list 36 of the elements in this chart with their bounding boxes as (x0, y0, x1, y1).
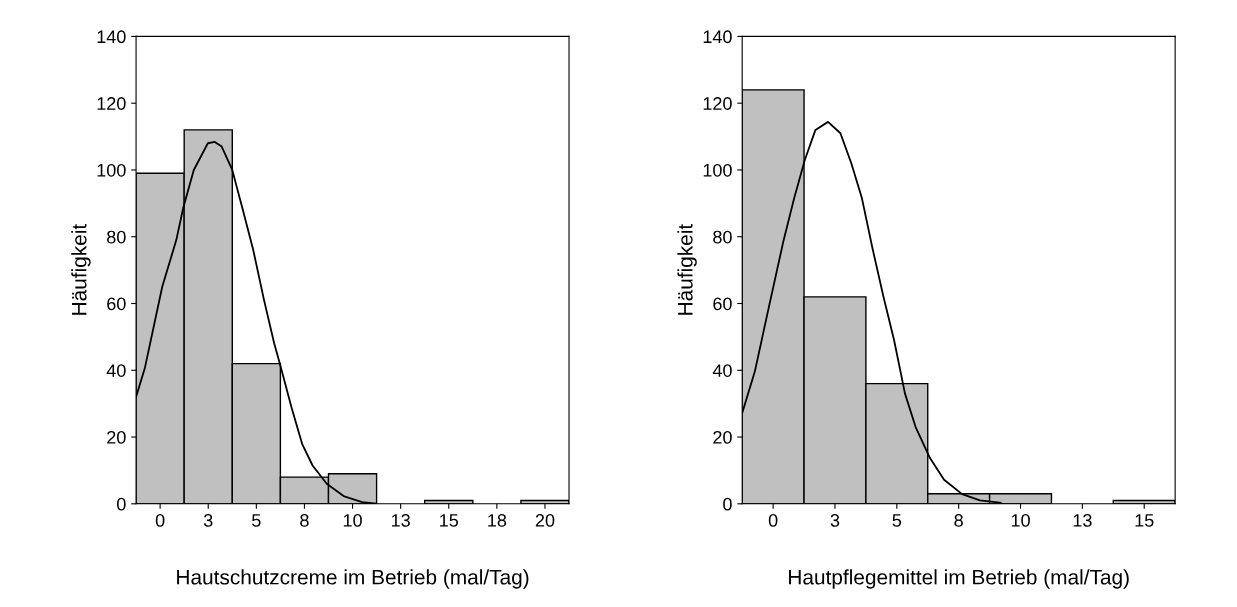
x-axis-title: Hautschutzcreme im Betrieb (mal/Tag) (177, 569, 529, 589)
y-axis-title: Häufigkeit (71, 223, 91, 315)
y-tick-label: 60 (107, 297, 126, 311)
y-tick-label: 0 (117, 497, 126, 511)
y-tick-label: 80 (713, 230, 732, 244)
x-axis-title: Hautpflegemittel im Betrieb (mal/Tag) (789, 569, 1129, 589)
x-tick-label: 10 (343, 514, 362, 527)
y-tick-label: 100 (97, 163, 126, 177)
x-tick-label: 0 (768, 514, 778, 527)
x-tick-label: 20 (535, 514, 555, 527)
y-tick-label: 60 (713, 297, 732, 311)
x-tick-label: 13 (1073, 514, 1092, 527)
y-tick-label: 140 (97, 30, 126, 44)
x-tick-label: 8 (300, 514, 309, 527)
x-tick-label: 8 (954, 514, 963, 527)
x-tick-label: 10 (1011, 514, 1030, 527)
x-tick-label: 15 (1135, 514, 1154, 527)
x-tick-label: 5 (892, 514, 902, 527)
x-tick-label: 3 (203, 514, 213, 527)
y-tick-label: 140 (703, 30, 732, 44)
y-tick-label: 40 (712, 364, 732, 377)
y-tick-label: 20 (107, 430, 126, 444)
y-tick-label: 100 (703, 163, 732, 177)
y-axis-title: Häufigkeit (677, 223, 697, 315)
x-tick-label: 0 (155, 514, 165, 527)
x-tick-label: 18 (488, 514, 507, 527)
y-tick-label: 40 (106, 364, 126, 377)
x-tick-label: 3 (830, 514, 840, 527)
x-tick-label: 13 (391, 514, 410, 527)
y-tick-label: 120 (703, 97, 732, 110)
y-tick-label: 20 (713, 430, 732, 444)
y-tick-label: 80 (107, 230, 126, 244)
x-tick-label: 5 (252, 514, 261, 527)
y-tick-label: 120 (97, 97, 126, 110)
x-tick-label: 15 (440, 514, 459, 527)
y-tick-label: 0 (723, 497, 732, 511)
